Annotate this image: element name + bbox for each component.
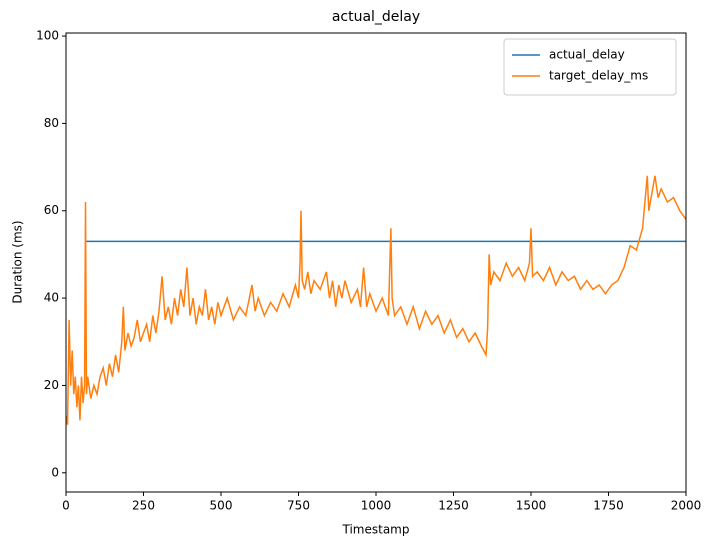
y-axis-label: Duration (ms) xyxy=(11,220,25,303)
y-tick-label: 20 xyxy=(44,378,59,392)
legend-label: target_delay_ms xyxy=(549,69,648,83)
legend-label: actual_delay xyxy=(549,48,625,62)
y-tick-label: 0 xyxy=(51,465,59,479)
y-tick-label: 40 xyxy=(44,291,59,305)
plot-frame xyxy=(65,32,687,493)
y-tick-label: 60 xyxy=(44,203,59,217)
x-tick-label: 1500 xyxy=(516,499,547,513)
legend-box xyxy=(503,38,677,96)
chart-title: actual_delay xyxy=(332,9,420,25)
x-tick-label: 0 xyxy=(62,499,70,513)
x-tick-label: 2000 xyxy=(671,499,702,513)
x-tick-label: 750 xyxy=(287,499,310,513)
y-tick-label: 100 xyxy=(36,29,59,43)
x-tick-label: 1000 xyxy=(361,499,392,513)
line-series xyxy=(66,175,686,425)
x-tick-label: 500 xyxy=(210,499,233,513)
x-tick-label: 1750 xyxy=(593,499,624,513)
x-tick-label: 250 xyxy=(132,499,155,513)
y-tick-label: 80 xyxy=(44,116,59,130)
x-tick-label: 1250 xyxy=(438,499,469,513)
x-axis-label: Timestamp xyxy=(342,523,410,537)
